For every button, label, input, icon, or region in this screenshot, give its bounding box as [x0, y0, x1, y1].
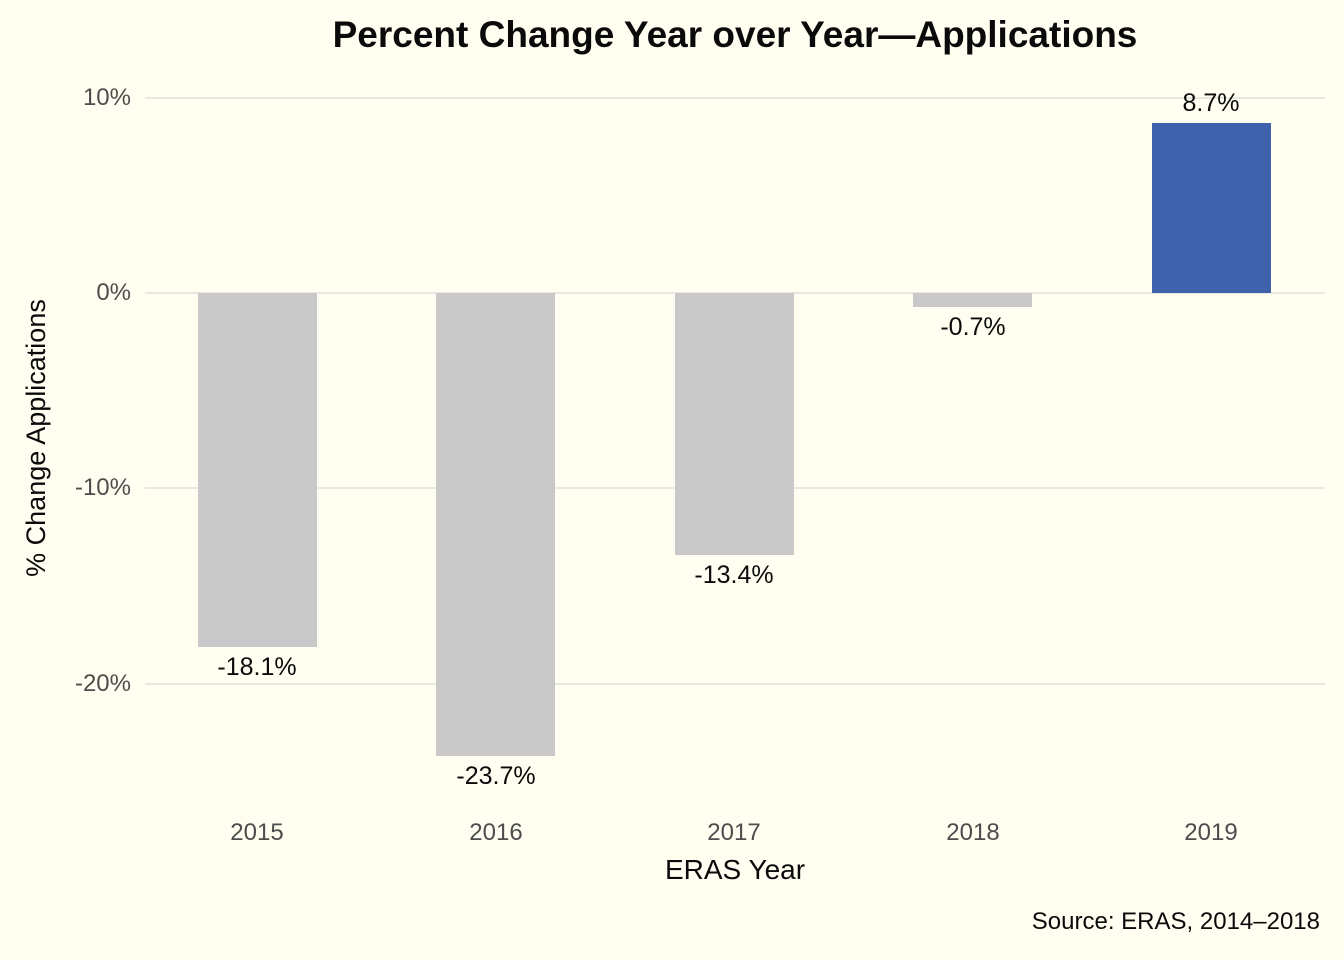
bar-label-2016: -23.7%: [456, 762, 536, 790]
source-caption: Source: ERAS, 2014–2018: [1031, 908, 1320, 935]
x-tick-label-2018: 2018: [946, 819, 1000, 846]
x-tick-label-2017: 2017: [707, 819, 761, 846]
plot-panel: -18.1% -23.7% -13.4% -0.7% 8.7%: [145, 85, 1325, 805]
x-tick-label-2019: 2019: [1184, 819, 1238, 846]
bar-2017: [675, 293, 794, 555]
bar-label-2018: -0.7%: [940, 313, 1006, 341]
bar-2019: [1152, 123, 1271, 293]
bar-label-2019: 8.7%: [1182, 89, 1240, 117]
x-axis-title: ERAS Year: [664, 854, 806, 885]
y-tick-label-0%: 0%: [96, 279, 131, 306]
bar-2016: [436, 293, 555, 756]
bar-label-2015: -18.1%: [217, 653, 297, 681]
chart-title: Percent Change Year over Year—Applicatio…: [332, 14, 1138, 55]
gridline-10%: [145, 97, 1325, 99]
y-tick-label--10%: -10%: [74, 474, 131, 501]
y-tick-label-10%: 10%: [82, 84, 131, 111]
x-tick-label-2016: 2016: [469, 819, 523, 846]
y-tick-label--20%: -20%: [74, 670, 131, 697]
x-tick-label-2015: 2015: [230, 819, 284, 846]
bar-label-2017: -13.4%: [694, 561, 774, 589]
gridline--20%: [145, 683, 1325, 685]
bar-2018: [913, 293, 1032, 307]
y-axis-title: % Change Applications: [21, 299, 51, 577]
bar-2015: [198, 293, 317, 647]
